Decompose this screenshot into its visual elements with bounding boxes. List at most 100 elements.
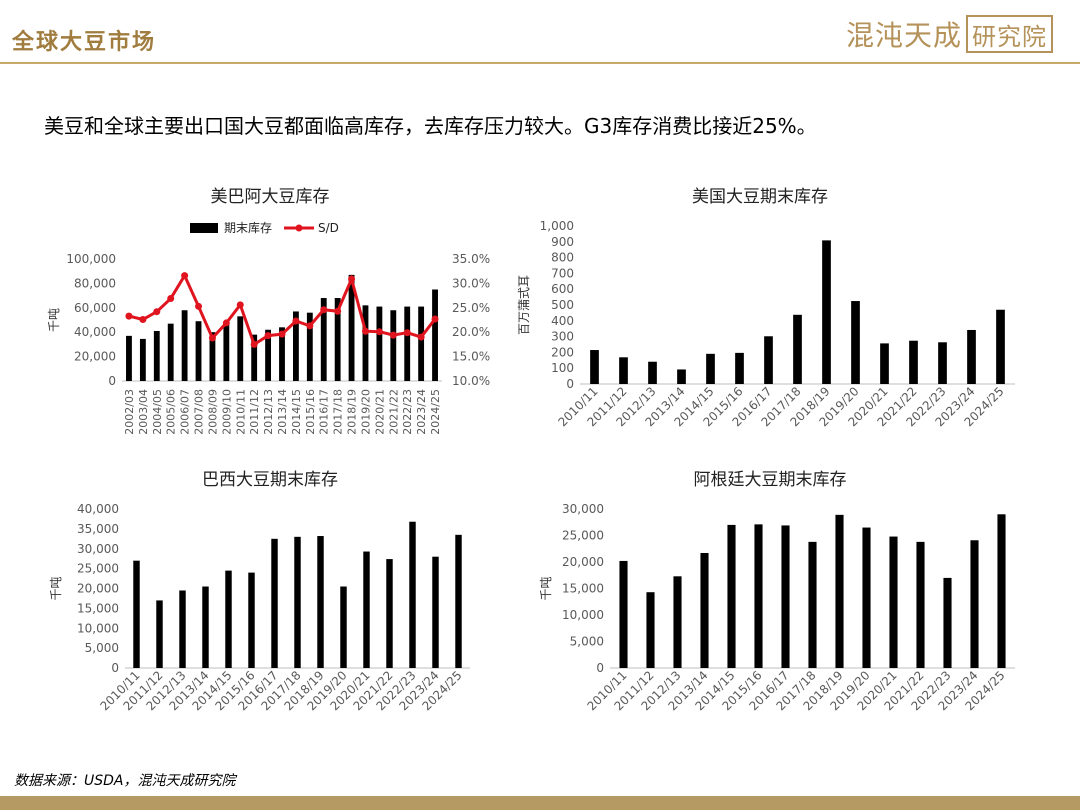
y-tick-label: 200	[551, 345, 574, 359]
y2-tick-label: 20.0%	[452, 325, 490, 339]
chart-title-us: 美国大豆期末库存	[692, 187, 828, 207]
bar-2016-17	[320, 298, 327, 381]
y-axis-label: 千吨	[539, 576, 553, 600]
y2-tick-label: 10.0%	[452, 374, 490, 388]
logo-box: 研究院	[966, 15, 1054, 53]
x-tick-label: 2017/18	[332, 389, 345, 435]
bar-2022-23	[409, 521, 416, 668]
x-tick-label: 2015/16	[304, 389, 317, 435]
y-tick-label: 15,000	[77, 601, 119, 615]
bar-2024-25	[997, 514, 1006, 668]
y-tick-label: 800	[551, 251, 574, 265]
x-tick-label: 2014/15	[290, 389, 303, 435]
bar-2012-13	[648, 361, 657, 384]
bar-2017-18	[294, 536, 301, 668]
x-tick-label: 2008/09	[206, 389, 219, 435]
bar-2016-17	[764, 336, 773, 384]
bar-2024-25	[996, 309, 1005, 384]
y-tick-label: 20,000	[562, 555, 604, 569]
page-subtitle: 美豆和全球主要出口国大豆都面临高库存，去库存压力较大。G3库存消费比接近25%。	[44, 114, 817, 138]
chart-argentina-stocks: 05,00010,00015,00020,00025,00030,000千吨20…	[539, 502, 1015, 713]
bar-2008-09	[209, 332, 216, 381]
y-tick-label: 10,000	[77, 621, 119, 635]
bar-2018-19	[835, 514, 844, 668]
sd-point	[278, 330, 286, 338]
y-tick-label: 40,000	[77, 502, 119, 516]
sd-point	[264, 332, 272, 340]
y-tick-label: 80,000	[74, 276, 116, 290]
y-tick-label: 1,000	[540, 219, 574, 233]
y-tick-label: 600	[551, 282, 574, 296]
y2-tick-label: 15.0%	[452, 350, 490, 364]
bar-2017-18	[334, 298, 341, 381]
bar-2014-15	[225, 570, 232, 668]
y-tick-label: 300	[551, 330, 574, 344]
bar-2017-18	[808, 541, 817, 668]
sd-point	[306, 322, 314, 330]
data-source: 数据来源：USDA，混沌天成研究院	[14, 773, 236, 789]
y-tick-label: 10,000	[562, 608, 604, 622]
bar-2014-15	[727, 524, 736, 668]
sd-point	[250, 340, 258, 348]
x-tick-label: 2021/22	[387, 389, 400, 435]
chart-title-argentina: 阿根廷大豆期末库存	[693, 470, 847, 490]
y-axis-label: 千吨	[47, 308, 61, 332]
bar-2016-17	[781, 525, 790, 668]
x-tick-label: 2016/17	[318, 389, 331, 435]
bar-2015-16	[735, 352, 744, 384]
x-tick-label: 2004/05	[151, 389, 164, 435]
chart-brazil-stocks: 0 5,000 10,000 15,000 20,000 25,000 30,000 35,0…	[49, 502, 470, 713]
bar-2011-12	[619, 357, 628, 384]
y-tick-label: 20,000	[74, 350, 116, 364]
sd-point	[181, 272, 189, 280]
bar-2022-23	[938, 342, 947, 384]
sd-point	[195, 302, 203, 310]
bar-2003-04	[139, 338, 146, 381]
x-tick-label: 2023/24	[415, 389, 428, 435]
bar-2024-25	[432, 289, 438, 381]
bar-2021-22	[916, 541, 925, 668]
bar-2018-19	[317, 536, 324, 668]
y-tick-label: 30,000	[562, 502, 604, 516]
legend-bar-swatch	[190, 223, 218, 233]
bar-2010-11	[237, 316, 244, 381]
y-tick-label: 100,000	[66, 252, 116, 266]
x-tick-label: 2010/11	[234, 389, 247, 435]
legend-bar-label: 期末库存	[224, 220, 272, 235]
y-tick-label: 15,000	[562, 582, 604, 596]
y-tick-label: 0	[596, 661, 604, 675]
x-tick-label: 2022/23	[401, 389, 414, 435]
y-tick-label: 0	[566, 377, 574, 391]
header: 全球大豆市场 混沌天成 研究院	[0, 0, 1080, 64]
sd-point	[139, 316, 147, 324]
header-divider	[0, 62, 1080, 64]
x-tick-label: 2024/25	[429, 389, 442, 435]
x-tick-label: 2012/13	[262, 389, 275, 435]
bar-2015-16	[306, 312, 313, 381]
sd-point	[361, 327, 369, 335]
bar-2015-16	[248, 572, 255, 668]
bar-2007-08	[195, 321, 202, 381]
bar-2014-15	[706, 353, 715, 384]
bar-2012-13	[265, 329, 272, 381]
sd-point	[403, 329, 411, 337]
logo-box-text: 研究院	[972, 22, 1048, 51]
y-tick-label: 25,000	[562, 529, 604, 543]
bar-2019-20	[362, 305, 369, 381]
y2-tick-label: 35.0%	[452, 252, 490, 266]
x-tick-label: 2020/21	[373, 389, 386, 435]
y-tick-label: 5,000	[570, 635, 604, 649]
y-tick-label: 900	[551, 235, 574, 249]
y-tick-label: 35,000	[77, 522, 119, 536]
x-tick-label: 2003/04	[137, 389, 150, 435]
bar-2023-24	[418, 306, 425, 381]
bar-2005-06	[167, 323, 174, 381]
bar-2015-16	[754, 524, 763, 668]
bar-2014-15	[292, 311, 299, 381]
x-tick-label: 2013/14	[276, 389, 289, 435]
company-logo: 混沌天成 研究院	[846, 14, 1054, 54]
bar-2013-14	[677, 369, 686, 384]
y-tick-label: 100	[551, 361, 574, 375]
y-tick-label: 40,000	[74, 325, 116, 339]
sd-point	[389, 331, 397, 339]
